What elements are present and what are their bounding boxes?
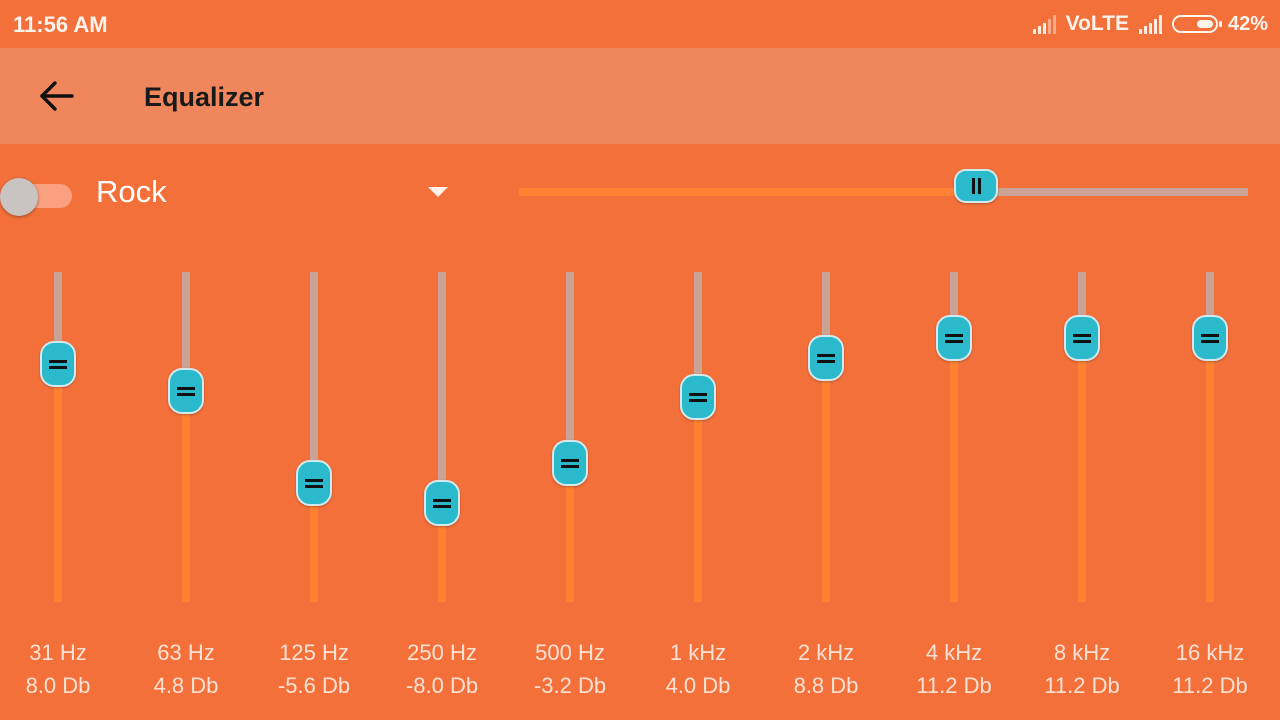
page-title: Equalizer [144,82,265,112]
band-track-fill [694,397,702,602]
band-track-rail [566,272,574,602]
band-gain-label: 4.8 Db [153,673,219,698]
band-frequency-label: 8 kHz [1053,640,1111,665]
band-thumb[interactable] [936,315,972,361]
band-thumb[interactable] [1192,315,1228,361]
band-gain-label: 8.0 Db [25,673,91,698]
band-frequency-label: 500 Hz [535,640,605,665]
band-gain-label: 8.8 Db [793,673,859,698]
band-track-fill [822,357,830,602]
band-track[interactable] [694,272,702,602]
battery-icon [1171,15,1222,33]
band-thumb[interactable] [168,367,204,414]
band-gain-label: -5.6 Db [277,673,351,698]
band-track[interactable] [1078,272,1086,602]
band-thumb[interactable] [1064,315,1100,361]
band-track[interactable] [950,272,958,602]
back-button[interactable] [30,74,82,118]
arrow-left-icon [40,81,74,111]
band-track[interactable] [1206,272,1214,602]
band-frequency-label: 4 kHz [925,640,983,665]
band-track[interactable] [54,272,62,602]
band-gain-label: 11.2 Db [1044,673,1120,698]
band-track-fill [950,338,958,602]
toggle-thumb [0,178,38,216]
band-track[interactable] [310,272,318,602]
band-track-fill [1206,338,1214,602]
band-gain-label: 11.2 Db [916,673,992,698]
band-track[interactable] [566,272,574,602]
preset-selector[interactable]: Rock [96,174,167,209]
band-frequency-label: 250 Hz [407,640,477,665]
signal-strength-icon [1032,14,1056,34]
band-track[interactable] [822,272,830,602]
band-thumb[interactable] [296,460,332,507]
band-track-fill [1078,338,1086,602]
band-gain-label: -8.0 Db [405,673,479,698]
signal-strength-icon-2 [1138,14,1162,34]
band-thumb[interactable] [40,341,76,388]
battery-percent: 42% [1227,12,1268,35]
band-thumb[interactable] [424,480,460,526]
band-frequency-label: 2 kHz [797,640,855,665]
app-bar: Equalizer [0,48,1280,144]
bass-boost-slider[interactable] [519,169,1248,203]
band-gain-label: 4.0 Db [665,673,731,698]
slider-fill [519,188,977,196]
band-thumb[interactable] [808,334,844,381]
band-frequency-label: 31 Hz [29,640,87,665]
band-track-fill [438,503,446,602]
band-track-rail [310,272,318,602]
band-track-fill [310,483,318,602]
status-time: 11:56 AM [13,12,108,37]
slider-knob[interactable] [954,169,999,203]
band-thumb[interactable] [680,374,716,421]
caret-down-icon[interactable] [428,187,448,197]
battery-fill [1196,20,1213,28]
network-type-label: VoLTE [1065,12,1129,35]
band-track[interactable] [438,272,446,602]
status-indicators: VoLTE 42% [1032,10,1268,38]
equalizer-controls: Rock [0,144,1280,244]
status-bar: 11:56 AM VoLTE 42% [0,0,1280,48]
band-frequency-label: 63 Hz [157,640,215,665]
band-gain-label: -3.2 Db [533,673,607,698]
band-track-fill [566,463,574,602]
band-frequency-label: 16 kHz [1175,640,1245,665]
band-track-fill [182,390,190,602]
band-gain-label: 11.2 Db [1172,673,1248,698]
band-thumb[interactable] [552,440,588,487]
band-frequency-label: 125 Hz [279,640,349,665]
band-track-fill [54,364,62,602]
band-track-rail [438,272,446,602]
band-frequency-label: 1 kHz [669,640,727,665]
band-track[interactable] [182,272,190,602]
equalizer-toggle[interactable] [0,178,74,216]
